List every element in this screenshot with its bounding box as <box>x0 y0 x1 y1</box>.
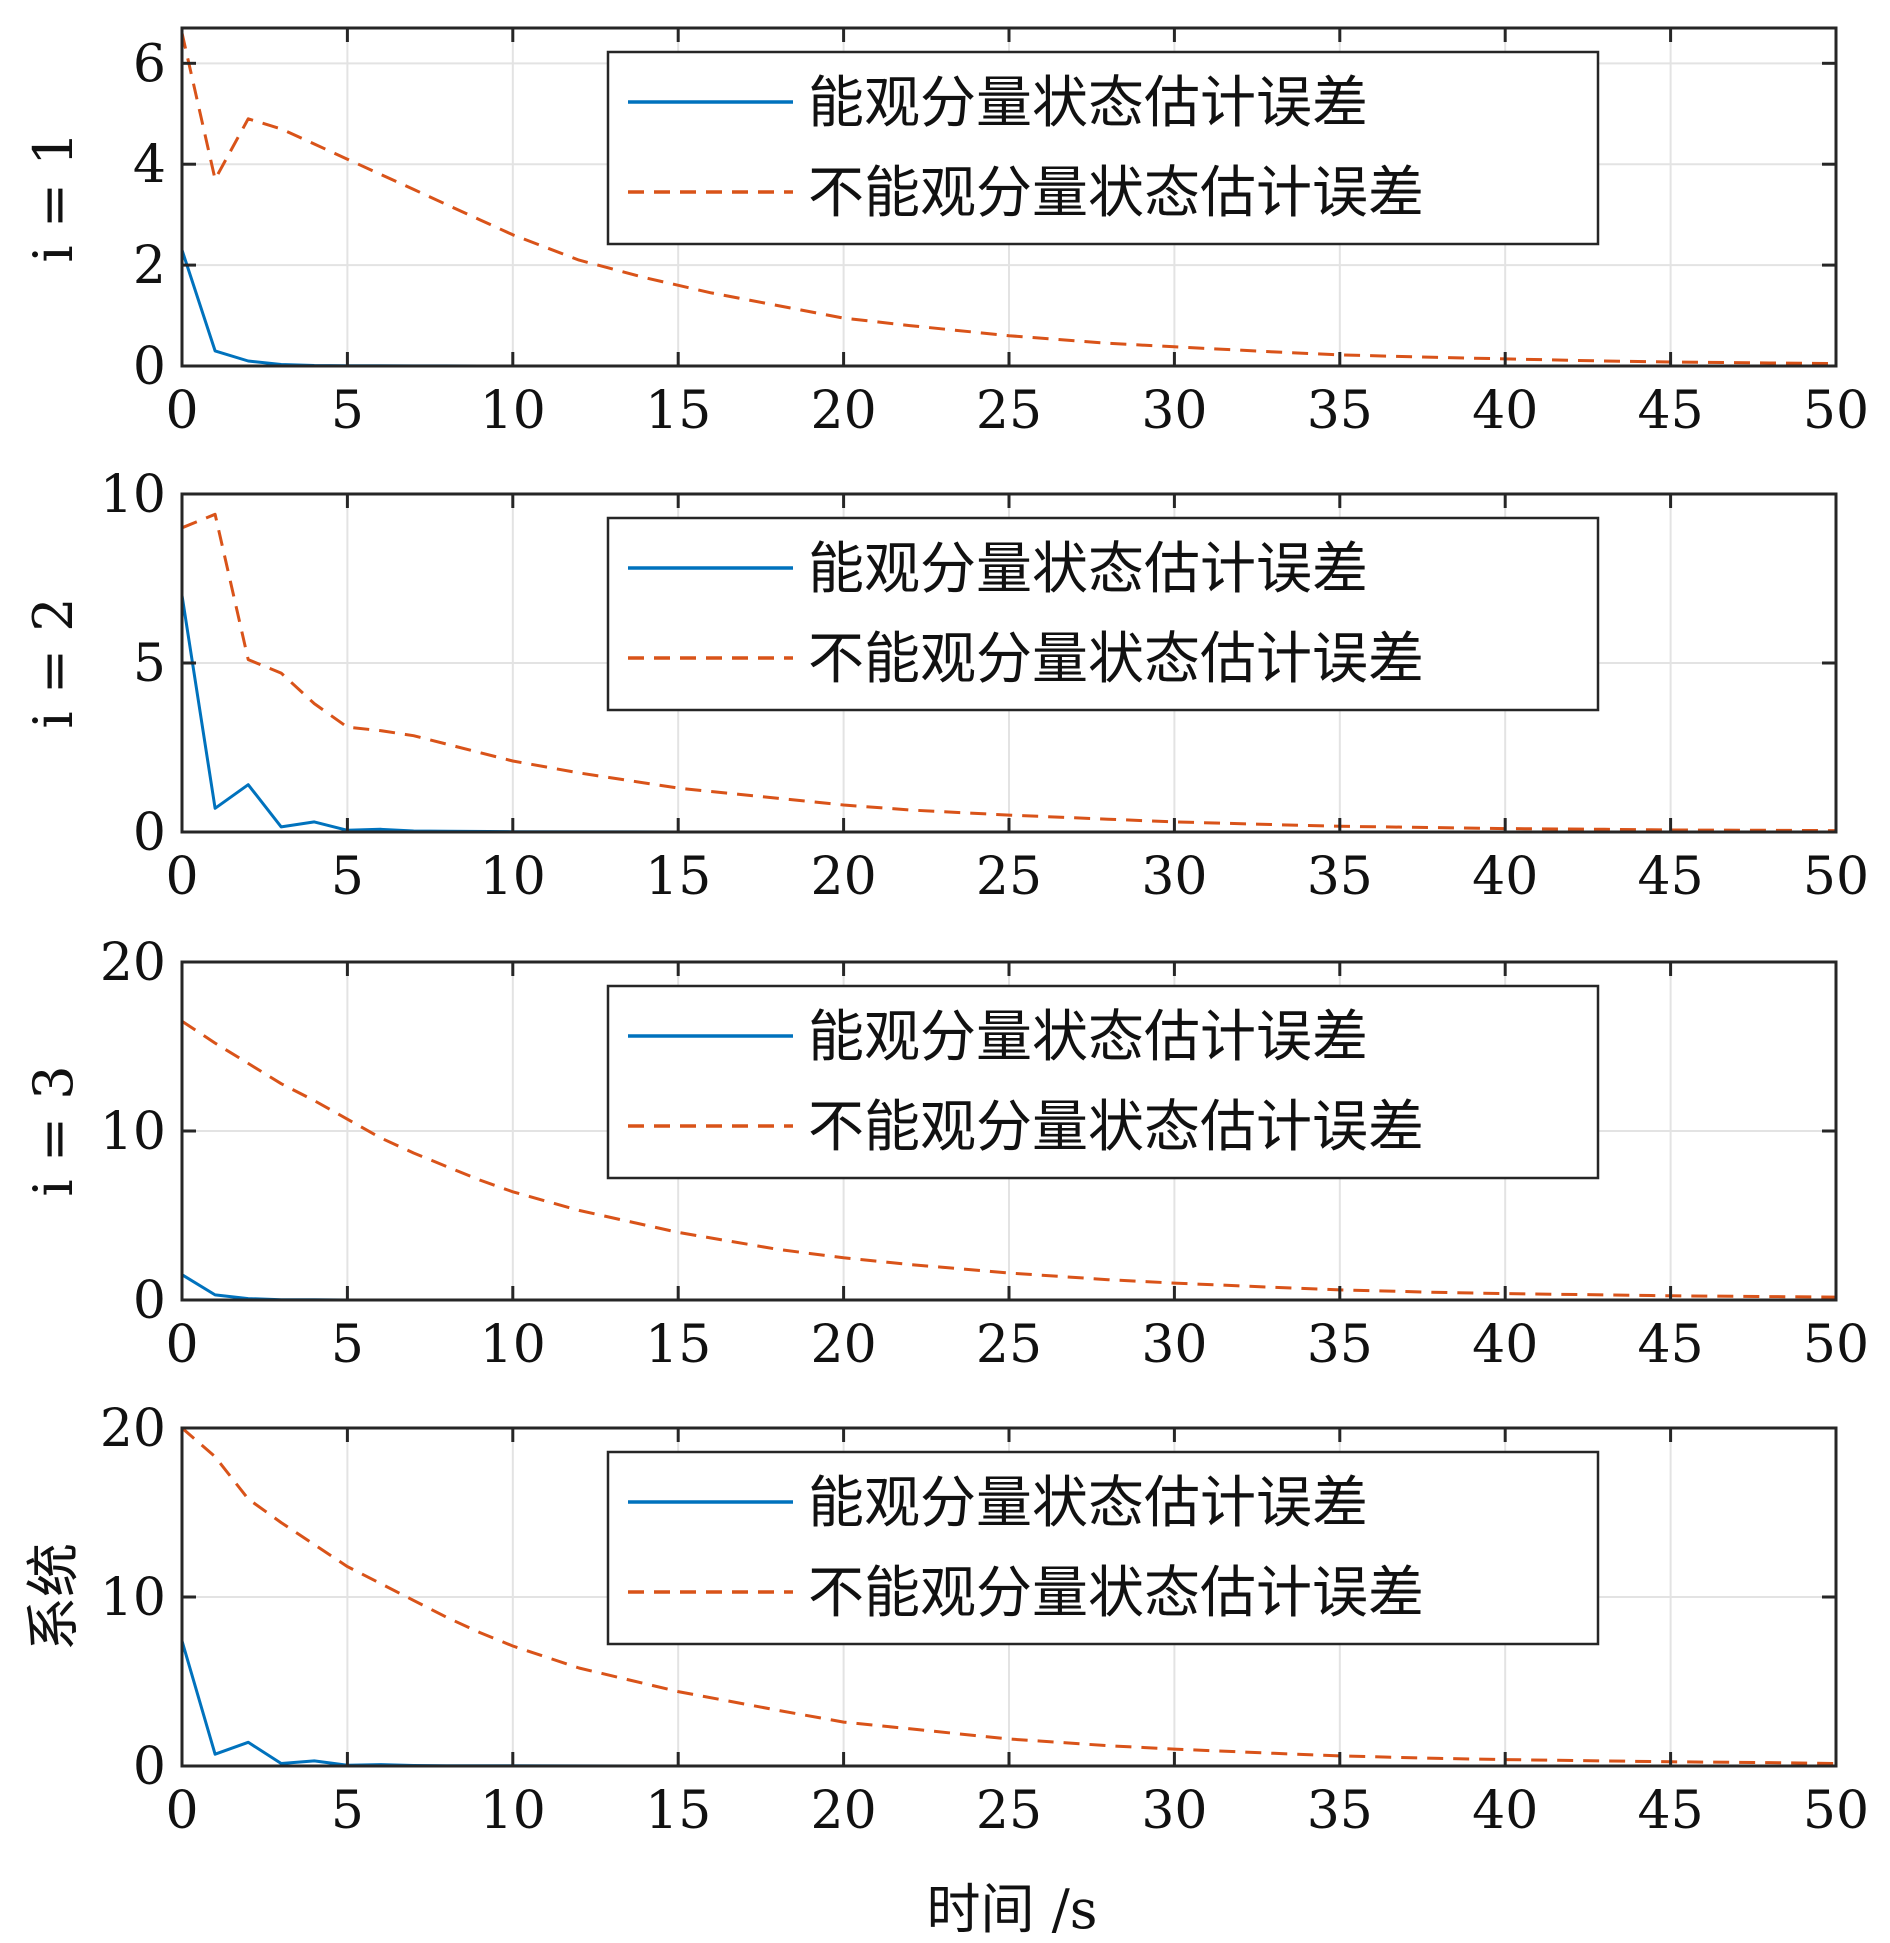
x-tick-label: 30 <box>1141 847 1207 907</box>
x-tick-label: 35 <box>1307 1315 1373 1375</box>
x-tick-label: 50 <box>1803 1781 1869 1841</box>
y-axis-label: 系统 <box>22 1543 85 1651</box>
x-tick-label: 5 <box>331 1781 364 1841</box>
x-tick-label: 15 <box>645 1315 711 1375</box>
y-tick-label: 0 <box>133 803 166 863</box>
y-tick-label: 20 <box>100 933 166 993</box>
x-tick-label: 35 <box>1307 847 1373 907</box>
x-tick-label: 30 <box>1141 1781 1207 1841</box>
y-tick-label: 0 <box>133 1737 166 1797</box>
x-tick-label: 10 <box>480 1315 546 1375</box>
legend-label-1: 能观分量状态估计误差 <box>808 1005 1368 1070</box>
x-tick-label: 15 <box>645 381 711 441</box>
y-axis-label: i = 2 <box>22 597 85 728</box>
x-tick-label: 0 <box>165 847 198 907</box>
x-tick-label: 40 <box>1472 1315 1538 1375</box>
legend-box <box>606 984 1600 1180</box>
legend-label-1: 能观分量状态估计误差 <box>808 71 1368 136</box>
x-tick-label: 45 <box>1638 381 1704 441</box>
series-line-2 <box>181 1426 1837 1765</box>
x-tick-label: 5 <box>331 847 364 907</box>
series-line-2 <box>181 1019 1837 1299</box>
x-tick-label: 50 <box>1803 1315 1869 1375</box>
legend-box <box>606 1450 1600 1646</box>
y-tick-label: 10 <box>100 1102 166 1162</box>
x-tick-label: 25 <box>976 847 1042 907</box>
y-tick-label: 4 <box>133 135 166 195</box>
chart-panel-4: 0 5 10 15 20 25 30 35 40 45 50 0 10 20 系统 能观分量状态估计误差不能观… <box>22 1399 1869 1841</box>
legend-label-1: 能观分量状态估计误差 <box>808 1471 1368 1536</box>
y-axis-label: i = 3 <box>22 1065 85 1196</box>
legend-label-2: 不能观分量状态估计误差 <box>808 161 1424 226</box>
legend-box <box>606 516 1600 712</box>
y-tick-label: 6 <box>133 34 166 94</box>
y-tick-label: 10 <box>100 465 166 525</box>
x-tick-label: 30 <box>1141 1315 1207 1375</box>
x-tick-label: 15 <box>645 1781 711 1841</box>
x-tick-label: 5 <box>331 381 364 441</box>
x-axis-label: 时间 /s <box>926 1878 1097 1941</box>
y-tick-label: 5 <box>133 634 166 694</box>
x-tick-label: 40 <box>1472 847 1538 907</box>
x-tick-label: 50 <box>1803 381 1869 441</box>
x-tick-label: 20 <box>811 847 877 907</box>
y-tick-label: 0 <box>133 337 166 397</box>
x-tick-label: 40 <box>1472 381 1538 441</box>
x-tick-label: 5 <box>331 1315 364 1375</box>
legend-label-2: 不能观分量状态估计误差 <box>808 627 1424 692</box>
x-tick-label: 10 <box>480 381 546 441</box>
series-line-2 <box>181 512 1837 833</box>
legend-label-1: 能观分量状态估计误差 <box>808 537 1368 602</box>
y-axis-label: i = 1 <box>22 131 85 262</box>
x-tick-label: 10 <box>480 1781 546 1841</box>
x-tick-label: 45 <box>1638 1315 1704 1375</box>
x-tick-label: 20 <box>811 381 877 441</box>
x-tick-label: 0 <box>165 1315 198 1375</box>
x-tick-label: 20 <box>811 1781 877 1841</box>
x-tick-label: 25 <box>976 1781 1042 1841</box>
chart-panel-3: 0 5 10 15 20 25 30 35 40 45 50 0 10 20 i = 3 能观分量状态估计误差… <box>22 933 1869 1375</box>
x-tick-label: 25 <box>976 1315 1042 1375</box>
x-tick-label: 20 <box>811 1315 877 1375</box>
y-tick-label: 10 <box>100 1568 166 1628</box>
x-tick-label: 45 <box>1638 1781 1704 1841</box>
legend-label-2: 不能观分量状态估计误差 <box>808 1561 1424 1626</box>
x-tick-label: 35 <box>1307 381 1373 441</box>
x-tick-label: 35 <box>1307 1781 1373 1841</box>
x-tick-label: 0 <box>165 1781 198 1841</box>
chart-panel-2: 0 5 10 15 20 25 30 35 40 45 50 0 5 10 i = 2 能观分量状态估计误差不… <box>22 465 1869 907</box>
x-tick-label: 0 <box>165 381 198 441</box>
legend-label-2: 不能观分量状态估计误差 <box>808 1095 1424 1160</box>
y-tick-label: 0 <box>133 1271 166 1331</box>
legend-box <box>606 50 1600 246</box>
chart-panel-1: 0 5 10 15 20 25 30 35 40 45 50 0 2 4 6 i = 1 能观分量状态估计误差不… <box>22 26 1869 441</box>
x-tick-label: 15 <box>645 847 711 907</box>
y-tick-label: 20 <box>100 1399 166 1459</box>
x-tick-label: 40 <box>1472 1781 1538 1841</box>
x-tick-label: 25 <box>976 381 1042 441</box>
y-tick-label: 2 <box>133 236 166 296</box>
x-tick-label: 10 <box>480 847 546 907</box>
x-tick-label: 50 <box>1803 847 1869 907</box>
x-tick-label: 45 <box>1638 847 1704 907</box>
x-tick-label: 30 <box>1141 381 1207 441</box>
